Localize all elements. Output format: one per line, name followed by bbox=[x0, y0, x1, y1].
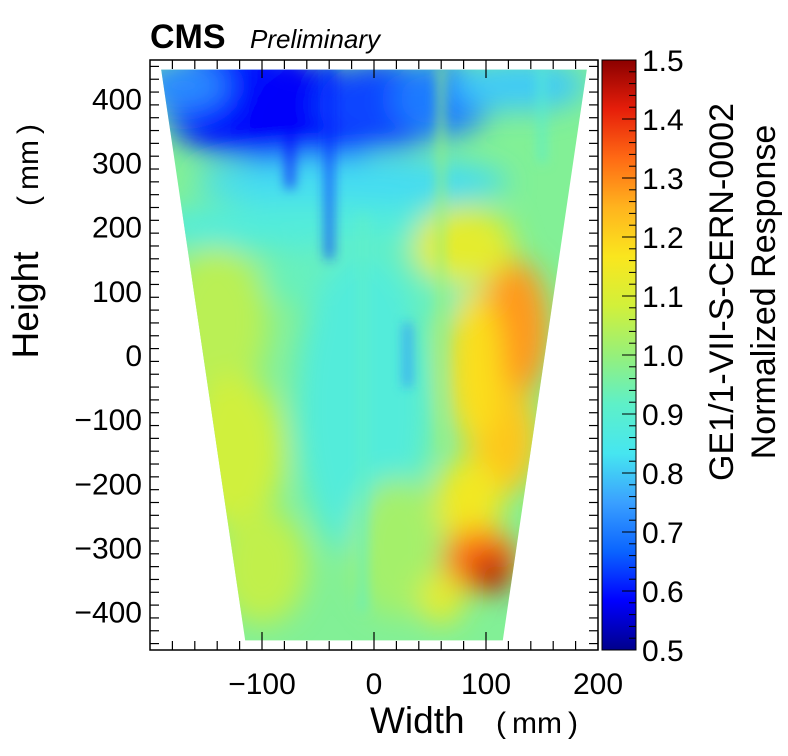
z-tick-label: 1.4 bbox=[642, 104, 684, 137]
y-tick-label: −200 bbox=[74, 468, 142, 501]
heatmap-streaks bbox=[287, 69, 545, 612]
y-tick-label: 200 bbox=[92, 212, 142, 245]
y-axis-unit: mm bbox=[12, 140, 45, 190]
z-tick-label: 1.1 bbox=[642, 281, 684, 314]
z-tick-label: 0.7 bbox=[642, 517, 684, 550]
x-axis-title: Width (mm) bbox=[370, 700, 578, 741]
response-blob bbox=[183, 374, 285, 529]
y-tick-label: 100 bbox=[92, 276, 142, 309]
heatmap bbox=[161, 69, 587, 641]
response-blob bbox=[446, 290, 503, 445]
z-tick-label: 1.5 bbox=[642, 45, 684, 78]
x-axis-title-text: Width bbox=[370, 700, 465, 741]
response-blob bbox=[413, 207, 514, 285]
experiment-label: CMS bbox=[150, 18, 226, 56]
z-tick-label: 0.8 bbox=[642, 458, 684, 491]
z-axis-title-line2: Normalized Response bbox=[745, 125, 783, 460]
color-bar-ticks bbox=[622, 59, 636, 651]
response-blob bbox=[166, 245, 268, 400]
response-blob bbox=[161, 201, 475, 253]
response-blob bbox=[435, 457, 503, 548]
x-axis-unit-text: (mm) bbox=[496, 707, 578, 740]
x-axis-ticks bbox=[171, 60, 599, 650]
x-tick-label: 0 bbox=[366, 668, 383, 701]
z-tick-label: 0.6 bbox=[642, 576, 684, 609]
response-streak bbox=[404, 322, 411, 388]
response-blob bbox=[194, 156, 509, 208]
response-blob bbox=[471, 553, 512, 593]
x-tick-label: 100 bbox=[461, 668, 511, 701]
z-tick-label: 1.2 bbox=[642, 222, 684, 255]
color-bar: 1.5 1.4 1.3 1.2 1.1 1.0 0.9 0.8 0.7 0.6 0.5 bbox=[601, 45, 684, 668]
y-axis-tick-labels: 400 300 200 100 0 −100 −200 −300 −400 bbox=[74, 83, 142, 629]
response-blob bbox=[161, 69, 229, 112]
y-tick-label: −400 bbox=[74, 597, 142, 630]
x-tick-label: −100 bbox=[228, 668, 296, 701]
y-tick-label: −300 bbox=[74, 532, 142, 565]
y-tick-label: 400 bbox=[92, 83, 142, 116]
x-tick-label: 200 bbox=[573, 668, 623, 701]
z-tick-label: 1.0 bbox=[642, 340, 684, 373]
response-blob bbox=[351, 476, 442, 618]
z-tick-label: 0.5 bbox=[642, 635, 684, 668]
status-label: Preliminary bbox=[250, 24, 382, 54]
response-streak bbox=[539, 69, 545, 163]
response-streak bbox=[326, 69, 333, 259]
y-tick-label: 300 bbox=[92, 148, 142, 181]
y-tick-label: −100 bbox=[74, 404, 142, 437]
z-axis-title: GE1/1-VII-S-CERN-0002 Normalized Respons… bbox=[703, 103, 783, 481]
x-axis-tick-labels: −100 0 100 200 bbox=[228, 668, 623, 701]
y-axis-ticks bbox=[150, 65, 598, 645]
z-tick-label: 1.3 bbox=[642, 163, 684, 196]
y-axis-title-text: Height bbox=[5, 251, 46, 359]
y-axis-unit-text: (mm) bbox=[12, 124, 45, 206]
z-tick-label: 0.9 bbox=[642, 399, 684, 432]
response-blob bbox=[418, 573, 464, 625]
y-axis-title: Height (mm) bbox=[5, 124, 46, 358]
color-bar-tick-labels: 1.5 1.4 1.3 1.2 1.1 1.0 0.9 0.8 0.7 0.6 0.5 bbox=[642, 45, 684, 668]
response-streak bbox=[438, 69, 445, 452]
response-blob bbox=[217, 508, 307, 625]
response-streak bbox=[287, 69, 293, 189]
x-axis-unit: mm bbox=[512, 707, 562, 740]
response-blob bbox=[452, 69, 587, 112]
z-axis-title-line1: GE1/1-VII-S-CERN-0002 bbox=[703, 103, 741, 481]
y-tick-label: 0 bbox=[125, 340, 142, 373]
response-streak bbox=[359, 213, 366, 612]
